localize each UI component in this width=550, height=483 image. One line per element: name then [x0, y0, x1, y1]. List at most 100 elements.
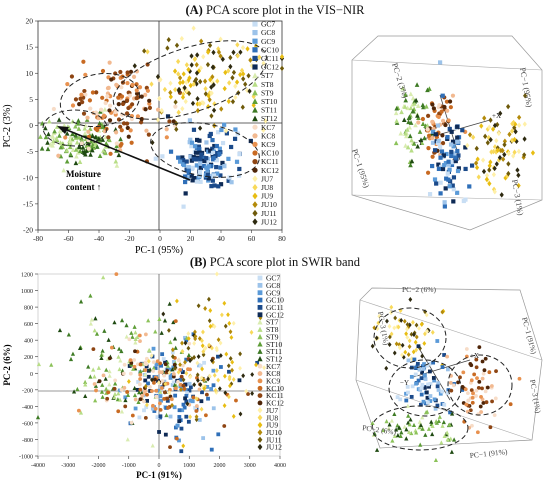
y-tick-label: -10 [23, 173, 33, 182]
point-3d-KC10 [472, 372, 477, 377]
point-KC7 [86, 146, 91, 151]
point-3d-GC10 [404, 398, 409, 403]
point-KC12 [107, 108, 112, 113]
legend-marker-JU12 [257, 443, 263, 451]
point-JU8 [201, 349, 206, 355]
point-3d-KC11 [494, 369, 498, 374]
panel-b-3d-points [370, 297, 522, 463]
point-ST8 [117, 366, 122, 372]
point-ST12 [45, 140, 50, 145]
point-GC10 [184, 393, 189, 398]
point-JU10 [201, 377, 206, 383]
point-JU12 [250, 391, 255, 396]
point-KC10 [130, 413, 135, 418]
point-KC8 [92, 382, 97, 386]
point-GC10 [211, 383, 216, 388]
point-ST10 [99, 389, 105, 394]
point-GC11 [209, 184, 214, 189]
point-JU12 [197, 125, 203, 131]
point-JU8 [200, 338, 204, 344]
point-3d-GC7 [420, 382, 425, 387]
point-JU8 [203, 384, 207, 390]
point-3d-GC9 [435, 339, 440, 343]
legend-marker-KC8 [257, 371, 263, 376]
point-ST11 [66, 332, 71, 337]
point-3d-GC8 [423, 377, 428, 382]
point-ST10 [52, 128, 57, 134]
legend-marker-JU7 [252, 175, 258, 183]
point-JU12 [211, 107, 217, 114]
point-KC7 [173, 104, 178, 109]
point-GC11 [227, 369, 231, 374]
legend-marker-ST11 [252, 106, 258, 113]
point-3d-GC12 [425, 395, 430, 400]
point-3d-KC12 [440, 133, 445, 138]
point-JU8 [184, 62, 189, 68]
point-3d-ST12 [415, 113, 420, 118]
point-GC8 [197, 418, 202, 422]
point-KC8 [101, 373, 106, 378]
point-JU8 [231, 377, 236, 382]
point-GC12 [199, 399, 204, 404]
point-KC9 [138, 372, 143, 377]
point-3d-GC7 [438, 180, 443, 185]
point-JU7 [168, 80, 173, 87]
point-KC9 [153, 406, 158, 411]
point-GC8 [204, 140, 209, 145]
point-JU9 [254, 362, 258, 368]
point-JU9 [208, 308, 213, 313]
panel-b-x-label: PC-1 (91%) [136, 470, 182, 480]
point-JU11 [203, 91, 208, 97]
point-ST7 [133, 340, 138, 345]
point-ST11 [35, 415, 41, 420]
point-ST9 [146, 318, 151, 323]
panel-a-3d-pc1-label-b: PC−1 (95%) [350, 148, 371, 189]
point-JU7 [201, 384, 205, 390]
point-KC12 [153, 377, 157, 382]
point-3d-JU11 [523, 93, 528, 99]
point-KC8 [140, 393, 145, 398]
point-KC12 [163, 362, 168, 367]
point-GC10 [183, 179, 188, 185]
point-JU8 [181, 91, 186, 97]
point-KC11 [130, 102, 135, 107]
point-KC7 [99, 107, 104, 112]
point-3d-KC12 [430, 102, 435, 107]
point-3d-JU10 [500, 147, 505, 154]
panel-a-plot: -80 -60 -40 -20 0 20 40 60 80 -20 -15 -10 -5 0 5 10 15 2… [2, 17, 286, 257]
point-JU9 [200, 343, 205, 349]
panel-a-3d-box [351, 35, 543, 231]
point-GC7 [202, 360, 207, 365]
point-JU12 [241, 373, 246, 379]
point-ST7 [143, 372, 148, 377]
point-3d-GC10 [423, 401, 428, 406]
point-ST8 [74, 139, 80, 145]
point-GC11 [181, 157, 186, 163]
point-KC12 [138, 397, 143, 402]
point-GC12 [135, 387, 140, 392]
point-3d-ST11 [452, 437, 457, 442]
point-3d-KC8 [416, 120, 421, 125]
point-GC10 [209, 447, 214, 452]
point-ST12 [88, 152, 93, 157]
legend-marker-ST8 [257, 326, 263, 332]
point-3d-KC8 [450, 93, 456, 98]
point-JU11 [209, 113, 214, 119]
panel-b-3d-edge-2 [355, 379, 533, 441]
point-3d-ST11 [423, 432, 428, 437]
point-JU12 [250, 372, 255, 378]
point-KC10 [87, 98, 93, 103]
point-3d-JU12 [399, 317, 404, 323]
point-JU8 [215, 78, 220, 84]
panel-a-3d-edge-2 [351, 194, 543, 201]
point-GC12 [180, 155, 185, 160]
legend-label-JU7: JU7 [261, 174, 273, 183]
point-3d-JU12 [492, 122, 498, 129]
point-3d-ST10 [398, 433, 403, 439]
point-KC10 [81, 59, 86, 64]
point-3d-JU9 [516, 182, 521, 189]
point-3d-GC8 [417, 367, 422, 372]
point-3d-GC9 [455, 168, 461, 174]
point-GC8 [187, 381, 192, 386]
point-ST10 [68, 151, 73, 157]
